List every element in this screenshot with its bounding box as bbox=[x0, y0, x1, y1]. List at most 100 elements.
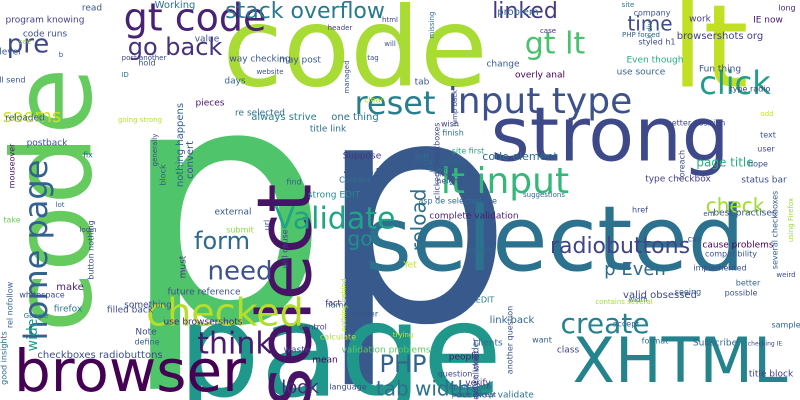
word-36: check bbox=[706, 194, 765, 218]
word-14: checked bbox=[146, 291, 303, 335]
word-131: mouseover bbox=[8, 143, 17, 188]
word-188: define bbox=[134, 338, 159, 347]
word-157: clicked checkboxes bbox=[433, 123, 442, 200]
word-59: use browsershots bbox=[164, 318, 243, 328]
word-45: checkboxes radiobuttons bbox=[37, 350, 162, 361]
word-33: first bbox=[343, 164, 382, 188]
word-44: link back bbox=[490, 315, 535, 326]
word-19: gt lt bbox=[525, 27, 586, 62]
word-111: pieces bbox=[196, 99, 225, 109]
word-17: reset bbox=[354, 84, 435, 122]
word-104: PHP forced bbox=[622, 31, 660, 39]
word-38: p Even bbox=[604, 259, 666, 280]
word-74: EDIT bbox=[476, 296, 495, 305]
word-171: managed bbox=[343, 60, 351, 93]
word-84: Even though bbox=[627, 56, 684, 66]
word-30: tab width bbox=[376, 377, 470, 400]
word-134: class bbox=[557, 346, 580, 356]
word-176: possible bbox=[725, 289, 758, 298]
word-96: status bar bbox=[741, 176, 787, 186]
word-56: Suppose bbox=[343, 152, 382, 162]
word-110: title link bbox=[310, 125, 347, 135]
word-23: pre bbox=[7, 30, 50, 60]
word-173: will bbox=[384, 40, 396, 48]
word-86: use source bbox=[617, 68, 666, 78]
word-22: go back bbox=[128, 33, 223, 61]
word-65: type checkbox bbox=[645, 175, 711, 185]
word-172: missing bbox=[428, 12, 436, 39]
word-138: newly clicked bbox=[472, 351, 481, 400]
word-185: em bbox=[703, 210, 714, 218]
word-58: something bbox=[124, 301, 172, 311]
word-129: will send bbox=[0, 76, 26, 85]
word-119: going strong bbox=[118, 116, 162, 124]
word-177: hold bbox=[138, 59, 155, 68]
word-100: IE now bbox=[753, 16, 783, 26]
word-141: appreciate bbox=[449, 383, 492, 392]
word-146: implemented bbox=[693, 264, 746, 273]
word-46: valid obsessed bbox=[623, 290, 697, 301]
word-137: often wonder bbox=[472, 338, 482, 398]
word-79: external bbox=[214, 208, 251, 218]
word-155: asp de selected bbox=[418, 197, 481, 206]
word-11: gt code bbox=[124, 0, 267, 40]
word-77: reloaded bbox=[5, 114, 45, 124]
word-97: text bbox=[760, 131, 776, 140]
word-25: need bbox=[208, 257, 273, 287]
word-150: weird bbox=[776, 271, 795, 279]
word-34: reload bbox=[407, 189, 431, 252]
word-178: post another bbox=[122, 54, 167, 62]
word-166: calculate bbox=[320, 333, 356, 342]
word-118: ID bbox=[121, 71, 128, 79]
word-83: Yet bbox=[402, 261, 417, 271]
word-183: jump back bbox=[451, 89, 459, 127]
word-162: url bbox=[263, 220, 272, 231]
word-132: whitespace bbox=[19, 291, 64, 300]
word-180: hope bbox=[748, 160, 768, 169]
word-98: user bbox=[757, 145, 775, 154]
word-109: tab bbox=[415, 78, 430, 88]
word-82: control bbox=[299, 323, 327, 332]
word-32: seems bbox=[3, 106, 61, 127]
word-18: click bbox=[699, 64, 771, 102]
word-15: home page bbox=[17, 160, 55, 341]
word-191: using Firefox bbox=[787, 198, 795, 242]
word-26: form bbox=[194, 227, 250, 255]
word-148: title block bbox=[749, 370, 794, 380]
word-21: linked bbox=[492, 0, 558, 24]
word-48: validation problems bbox=[341, 346, 430, 356]
word-49: overflow validate bbox=[456, 391, 534, 400]
word-16: Validate bbox=[275, 202, 396, 237]
word-186: width bbox=[628, 296, 647, 304]
word-136: another question bbox=[506, 306, 515, 374]
word-57: future reference bbox=[168, 288, 241, 298]
word-55: one thing bbox=[331, 112, 379, 123]
word-127: good insights bbox=[0, 331, 9, 385]
word-184: suggestions bbox=[523, 191, 565, 199]
word-39: wide bbox=[25, 319, 41, 352]
word-142: place except bbox=[452, 391, 497, 399]
word-152: foreach bbox=[678, 150, 687, 180]
word-190: nothing behind bbox=[340, 279, 348, 332]
word-80: Content bbox=[339, 176, 371, 185]
word-144: format bbox=[642, 337, 669, 346]
word-164: name bbox=[326, 301, 349, 310]
word-143: accept bbox=[613, 320, 640, 329]
word-2: code bbox=[0, 67, 116, 332]
word-69: people bbox=[449, 353, 480, 363]
word-10: XHTML bbox=[572, 324, 787, 397]
word-126: Google bbox=[24, 312, 49, 320]
word-149: sample bbox=[771, 321, 800, 330]
word-5: lt bbox=[671, 0, 748, 115]
word-40: page title bbox=[696, 156, 753, 170]
word-90: wish bbox=[441, 120, 459, 129]
word-121: block bbox=[159, 164, 168, 186]
word-27: create bbox=[561, 307, 650, 340]
word-87: way checking bbox=[229, 55, 290, 65]
word-12: input type bbox=[448, 81, 632, 122]
word-52: nothing happens bbox=[175, 103, 186, 187]
word-68: firefox bbox=[54, 305, 83, 315]
word-192: b bbox=[59, 51, 64, 59]
